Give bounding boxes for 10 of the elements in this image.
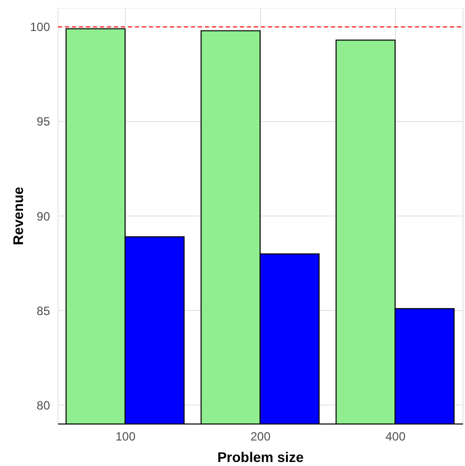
y-tick-label: 85 (36, 304, 50, 318)
x-tick-label: 100 (115, 430, 136, 444)
x-axis-title: Problem size (217, 449, 304, 465)
y-tick-label: 100 (30, 20, 50, 34)
x-tick-label: 400 (385, 430, 406, 444)
x-tick-label: 200 (250, 430, 271, 444)
y-tick-label: 90 (36, 209, 50, 224)
y-tick-label: 80 (36, 398, 50, 412)
y-tick-label: 95 (36, 114, 50, 129)
y-axis-title: Revenue (10, 186, 26, 246)
